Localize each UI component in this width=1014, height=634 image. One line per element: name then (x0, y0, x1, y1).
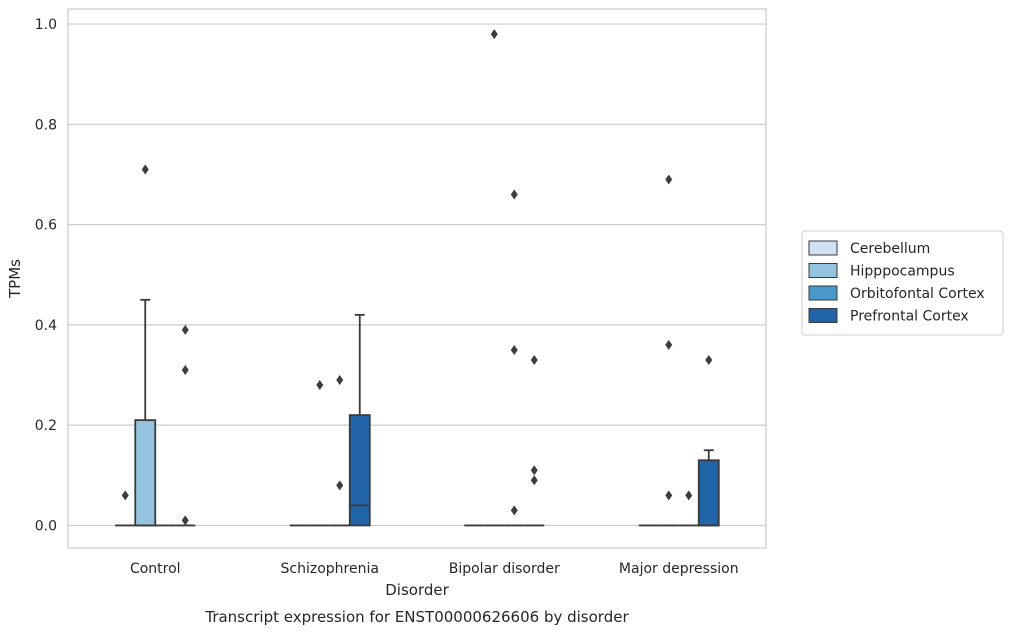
legend: Cerebellum Hipppocampus Orbitofontal Corte… (801, 230, 1004, 336)
x-tick-label: Schizophrenia (281, 561, 379, 577)
outlier-point (705, 354, 713, 365)
box-hipppocampus (134, 164, 157, 527)
outlier-point (685, 490, 693, 501)
outlier-point (336, 480, 344, 491)
x-tick-label: Bipolar disorder (449, 561, 560, 577)
y-axis-label: TPMs (6, 259, 24, 299)
y-tick-label: 0.0 (35, 518, 57, 534)
box-orbitofontal-cortex (678, 490, 699, 527)
box-plot-series (115, 29, 720, 527)
legend-label: Cerebellum (850, 241, 930, 257)
box-orbitofontal-cortex (504, 189, 525, 527)
outlier-point (530, 465, 538, 476)
outlier-point (510, 505, 518, 516)
legend-label: Hipppocampus (850, 264, 955, 280)
box-body (348, 414, 371, 527)
legend-label: Orbitofontal Cortex (850, 286, 985, 302)
box-body (134, 419, 157, 527)
outlier-point (336, 375, 344, 386)
outlier-point (181, 365, 189, 376)
box-prefrontal-cortex (697, 354, 720, 527)
box-hipppocampus (309, 380, 330, 527)
y-axis-ticks: 0.0 0.2 0.4 0.6 0.8 1.0 (35, 17, 57, 534)
legend-label: Prefrontal Cortex (850, 309, 969, 325)
outlier-point (665, 339, 673, 350)
outlier-point (530, 354, 538, 365)
x-tick-label: Control (130, 561, 181, 577)
x-axis-label: Disorder (385, 581, 449, 599)
box-cerebellum (115, 490, 136, 527)
outlier-point (141, 164, 149, 175)
y-tick-label: 0.4 (35, 318, 57, 334)
x-axis-ticks: Control Schizophrenia Bipolar disorder Majo… (130, 561, 739, 577)
box-prefrontal-cortex (175, 324, 196, 527)
outlier-point (121, 490, 129, 501)
y-tick-label: 0.8 (35, 117, 57, 133)
y-tick-label: 1.0 (35, 17, 57, 33)
legend-frame (801, 230, 1004, 336)
box-hipppocampus (658, 174, 679, 527)
box-prefrontal-cortex (524, 354, 545, 527)
plot-frame (67, 8, 767, 549)
outlier-point (510, 344, 518, 355)
outlier-point (665, 174, 673, 185)
outlier-point (665, 490, 673, 501)
outlier-point (181, 324, 189, 335)
box-body (697, 459, 720, 527)
legend-swatch (808, 240, 838, 256)
legend-swatch (808, 285, 838, 301)
outlier-point (316, 380, 324, 391)
box-hipppocampus (484, 29, 505, 527)
y-tick-label: 0.6 (35, 218, 57, 234)
chart-title: Transcript expression for ENST0000062660… (204, 608, 629, 626)
outlier-point (530, 475, 538, 486)
legend-swatch (808, 263, 838, 278)
box-orbitofontal-cortex (329, 375, 350, 527)
y-tick-label: 0.2 (35, 418, 57, 434)
x-tick-label: Major depression (619, 561, 739, 577)
outlier-point (181, 515, 189, 526)
legend-swatch (808, 308, 838, 323)
box-prefrontal-cortex (348, 313, 371, 527)
grid-lines (68, 23, 766, 527)
outlier-point (490, 29, 498, 40)
outlier-point (510, 189, 518, 200)
